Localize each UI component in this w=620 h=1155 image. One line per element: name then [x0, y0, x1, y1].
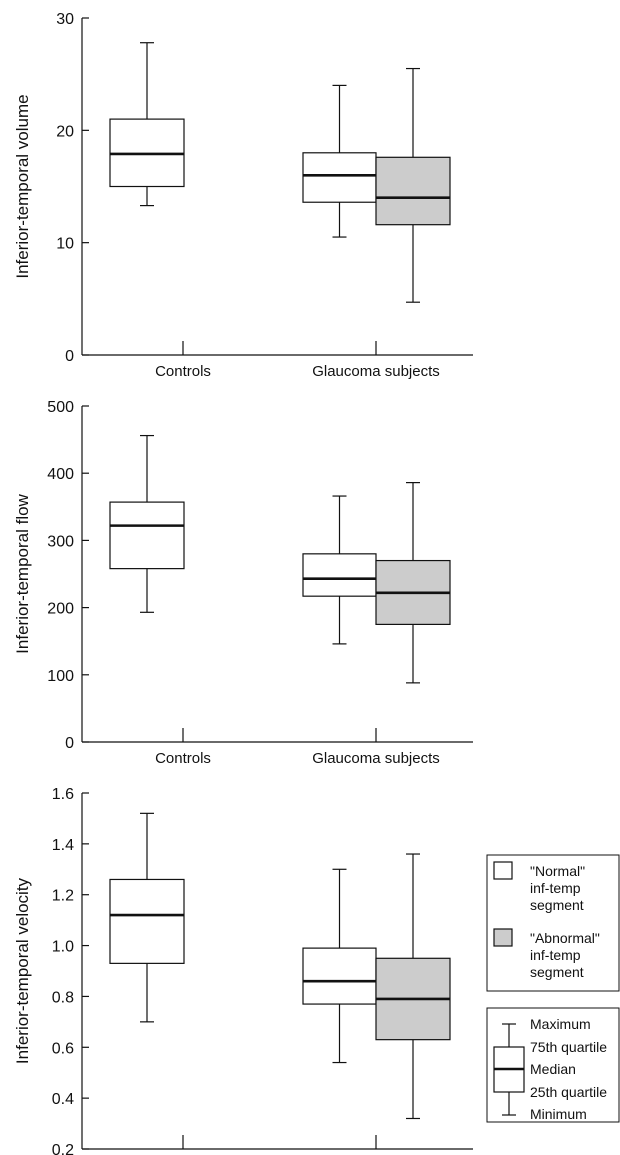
y-tick-label: 1.2: [52, 888, 74, 905]
y-tick-label: 10: [56, 236, 74, 253]
panel-1: 0 10 20 30 Controls Glaucoma subjects Inferior…: [13, 11, 473, 380]
box-iqr: [303, 554, 376, 596]
y-tick-label: 20: [56, 123, 74, 140]
y-axis-label: Inferior-temporal flow: [13, 493, 32, 653]
x-tick-label: Glaucoma subjects: [312, 363, 440, 380]
x-tick-label: Controls: [155, 363, 211, 380]
legend-abnormal-line1: "Abnormal": [530, 930, 600, 946]
legend-key-q3: 75th quartile: [530, 1039, 607, 1055]
legend-boxplot-key: Maximum 75th quartile Median 25th quarti…: [487, 1008, 619, 1122]
legend-key-maximum: Maximum: [530, 1016, 591, 1032]
legend-normal-swatch: [494, 862, 512, 879]
legend-normal-line1: "Normal": [530, 863, 585, 879]
y-tick-label: 400: [47, 466, 74, 483]
y-tick-label: 0: [65, 348, 74, 365]
y-tick-label: 0.6: [52, 1040, 74, 1057]
y-tick-label: 1.0: [52, 939, 74, 956]
chart-panels: 0 10 20 30 Controls Glaucoma subjects Inferior…: [13, 11, 473, 1155]
y-tick-label: 0.4: [52, 1091, 74, 1108]
y-axis-label: Inferior-temporal velocity: [13, 877, 32, 1064]
legend-abnormal-swatch: [494, 929, 512, 946]
box-iqr: [303, 153, 376, 202]
y-tick-label: 1.4: [52, 837, 74, 854]
boxplot-normal: [303, 869, 376, 1062]
panel-2: 0 100 200 300 400 500 Controls Glaucoma subject…: [13, 399, 473, 767]
x-tick-label: Glaucoma subjects: [312, 750, 440, 767]
legend-key-q1: 25th quartile: [530, 1084, 607, 1100]
legend-abnormal-line2: inf-temp: [530, 947, 581, 963]
y-tick-label: 0.2: [52, 1142, 74, 1155]
y-tick-label: 500: [47, 399, 74, 416]
legend-abnormal-line3: segment: [530, 964, 584, 980]
legend-normal-line2: inf-temp: [530, 880, 581, 896]
legend-normal-line3: segment: [530, 897, 584, 913]
box-iqr: [303, 948, 376, 1004]
panel-3: 0.20.40.60.81.01.21.41.6ControlsGlaucoma…: [13, 786, 473, 1155]
box-iqr: [110, 502, 184, 569]
y-tick-label: 0.8: [52, 989, 74, 1006]
y-axis-label: Inferior-temporal volume: [13, 94, 32, 278]
boxplot-normal: [110, 436, 184, 613]
legend-key-median-label: Median: [530, 1061, 576, 1077]
y-tick-label: 0: [65, 735, 74, 752]
boxplot-normal: [110, 43, 184, 206]
boxplot-normal: [303, 496, 376, 644]
y-tick-label: 300: [47, 533, 74, 550]
box-iqr: [376, 157, 450, 224]
y-tick-label: 200: [47, 601, 74, 618]
boxplot-normal: [110, 813, 184, 1022]
boxplot-abnormal: [376, 69, 450, 303]
boxplot-normal: [303, 85, 376, 237]
legend-fill: "Normal" inf-temp segment "Abnormal" inf…: [487, 855, 619, 991]
y-tick-label: 30: [56, 11, 74, 28]
y-tick-label: 100: [47, 668, 74, 685]
boxplot-abnormal: [376, 854, 450, 1118]
boxplot-abnormal: [376, 483, 450, 683]
box-iqr: [110, 879, 184, 963]
y-tick-label: 1.6: [52, 786, 74, 803]
legend-key-minimum: Minimum: [530, 1106, 587, 1122]
x-tick-label: Controls: [155, 750, 211, 767]
